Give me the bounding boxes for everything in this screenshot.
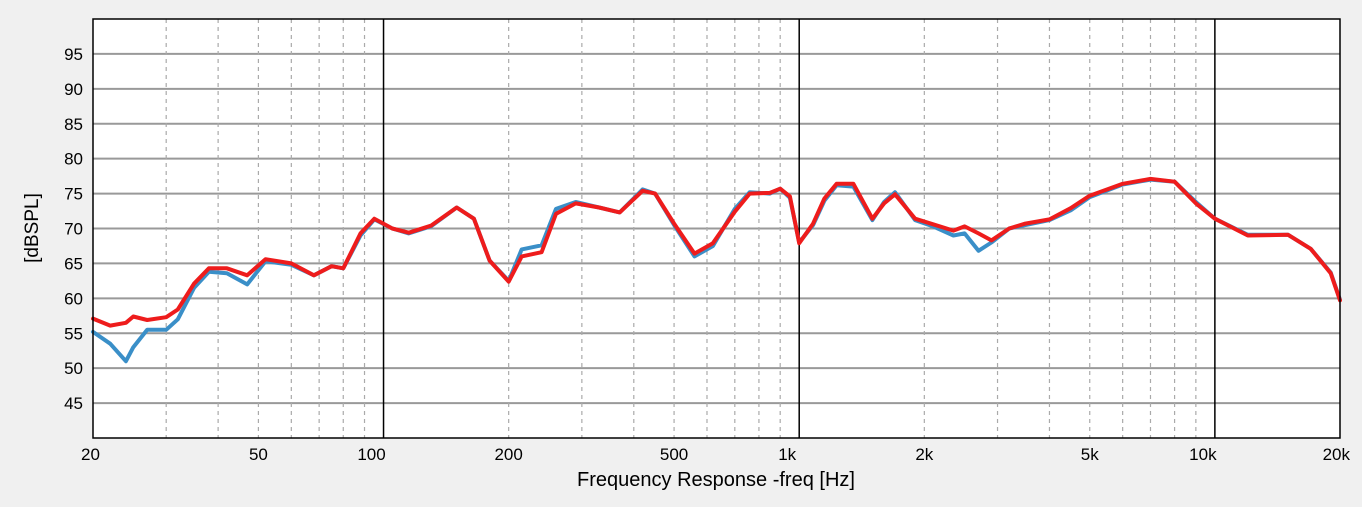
- x-tick-label: 20k: [1323, 445, 1351, 464]
- y-tick-label: 90: [64, 80, 83, 99]
- y-tick-labels: 45 50 55 60 65 70 75 80 85 90 95: [64, 45, 83, 413]
- x-tick-label: 500: [660, 445, 688, 464]
- y-tick-label: 65: [64, 254, 83, 273]
- x-tick-label: 5k: [1081, 445, 1099, 464]
- x-tick-label: 50: [249, 445, 268, 464]
- x-tick-label: 10k: [1189, 445, 1217, 464]
- plot-border: [92, 18, 1341, 439]
- series-group: [91, 176, 1342, 364]
- x-axis-label: Frequency Response -freq [Hz]: [577, 469, 855, 491]
- y-axis-label: [dBSPL]: [22, 193, 43, 263]
- series-line-2: [91, 176, 1342, 328]
- y-tick-label: 95: [64, 45, 83, 64]
- x-tick-label: 200: [494, 445, 522, 464]
- y-tick-label: 80: [64, 150, 83, 169]
- y-tick-label: 85: [64, 115, 83, 134]
- x-tick-label: 1k: [778, 445, 796, 464]
- y-tick-label: 75: [64, 185, 83, 204]
- x-tick-label: 20: [81, 445, 100, 464]
- x-tick-label: 2k: [915, 445, 933, 464]
- y-tick-label: 50: [64, 359, 83, 378]
- y-tick-label: 60: [64, 289, 83, 308]
- x-tick-labels: 20 50 100 200 500 1k 2k 5k 10k 20k: [81, 445, 1350, 464]
- x-tick-label: 100: [357, 445, 385, 464]
- grid: [93, 19, 1340, 438]
- y-tick-label: 55: [64, 324, 83, 343]
- y-tick-label: 70: [64, 220, 83, 239]
- y-tick-label: 45: [64, 394, 83, 413]
